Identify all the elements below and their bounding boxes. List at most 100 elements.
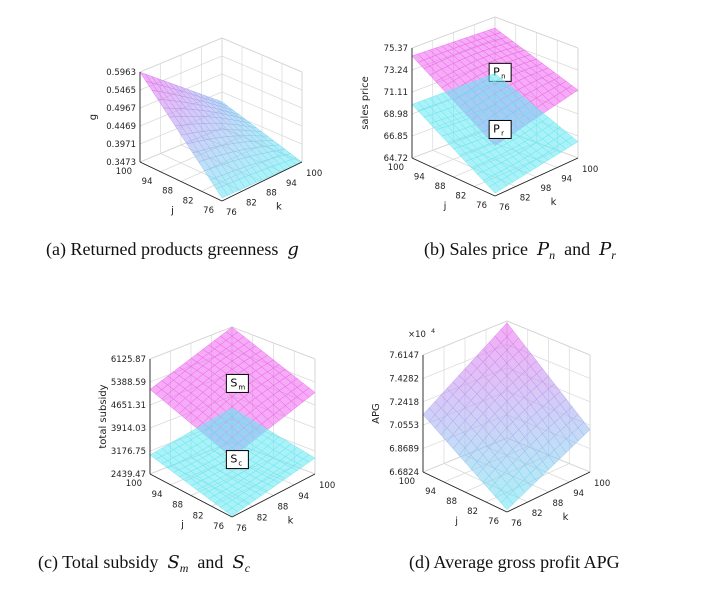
panel-a-zgrid bbox=[139, 37, 303, 73]
surface-a-g bbox=[139, 71, 303, 199]
panel-a-axes: 0.3473 0.3971 0.4469 0.4967 0.5465 0.5963 76 82… bbox=[88, 68, 322, 218]
surface-label-sub: n bbox=[501, 72, 505, 80]
panel-a-jtick: 100 bbox=[116, 167, 132, 177]
panel-d-exponent: ×10 bbox=[408, 330, 426, 340]
panel-a-axis-line bbox=[139, 161, 223, 202]
panel-b-axes: 64.72 66.85 68.98 71.11 73.24 75.37 76 82 88 94 10… bbox=[360, 44, 598, 213]
panel-b-ztick: 66.85 bbox=[384, 132, 408, 142]
caption-b-symbol-1: P bbox=[536, 239, 550, 260]
panel-b-ylabel: j bbox=[443, 201, 447, 212]
caption-c-symbol-2: S bbox=[232, 552, 245, 573]
panel-a-ktick: 88 bbox=[266, 189, 277, 199]
panel-d-jtick: 76 bbox=[488, 517, 499, 527]
surface-a-g-facet bbox=[215, 99, 228, 107]
panel-b-zlabel: sales price bbox=[360, 76, 371, 130]
panel-c-ztick: 4651.31 bbox=[111, 401, 146, 411]
surface-c-Sc bbox=[149, 407, 316, 517]
caption-d-prefix: (d) Average gross profit APG bbox=[409, 552, 620, 572]
caption-c: (c) Total subsidy Sm and Sc bbox=[38, 552, 250, 576]
surface-label-box bbox=[225, 450, 249, 470]
caption-b-symbol-2: P bbox=[599, 239, 612, 260]
panel-c-ztick: 5388.59 bbox=[111, 378, 146, 388]
panel-c-xlabel: k bbox=[288, 515, 294, 526]
surface-label-sub: m bbox=[238, 383, 245, 391]
panel-a-jtick: 76 bbox=[203, 206, 214, 216]
panel-d-ztick: 7.2418 bbox=[389, 398, 419, 408]
panel-d-ktick: 94 bbox=[573, 489, 584, 499]
panel-c-axes: 2439.47 3176.75 3914.03 4651.31 5388.59 6125.… bbox=[98, 355, 335, 534]
panel-d-jtick: 100 bbox=[399, 477, 415, 487]
panel-c-ylabel: j bbox=[180, 520, 184, 531]
panel-b-ztick: 71.11 bbox=[384, 88, 408, 98]
panel-d-exponent-power: 4 bbox=[431, 327, 435, 335]
panel-b-jtick: 82 bbox=[455, 192, 466, 202]
panel-b-ktick: 76 bbox=[499, 203, 510, 213]
panel-c-ztick: 6125.87 bbox=[111, 355, 146, 365]
surface-c-Sm-facet bbox=[225, 326, 239, 337]
panel-a-zlabel: g bbox=[88, 114, 99, 120]
panel-c-jtick: 100 bbox=[126, 479, 142, 489]
panel-d-axis-line bbox=[506, 471, 591, 513]
caption-b-sub-2: r bbox=[611, 248, 616, 262]
panel-b-jtick: 88 bbox=[435, 182, 446, 192]
panel-d-xlabel: k bbox=[563, 512, 569, 523]
panel-b-xlabel: k bbox=[551, 197, 557, 208]
panel-c-ztick: 2439.47 bbox=[111, 470, 146, 480]
panel-d-ztick: 6.6824 bbox=[389, 468, 419, 478]
panel-c-jtick: 94 bbox=[152, 490, 163, 500]
panel-a-ylabel: j bbox=[170, 205, 174, 216]
panel-d-ztick: 6.8689 bbox=[389, 445, 419, 455]
caption-b-joiner: and bbox=[564, 239, 591, 259]
panel-c-jtick: 82 bbox=[193, 511, 204, 521]
panel-a-ktick: 100 bbox=[306, 169, 322, 179]
panel-c-jtick: 88 bbox=[172, 501, 183, 511]
caption-c-prefix: (c) Total subsidy bbox=[38, 552, 159, 572]
panel-a-ztick: 0.5465 bbox=[106, 86, 136, 96]
panel-b-ktick: 100 bbox=[582, 165, 598, 175]
panel-b-ztick: 75.37 bbox=[384, 44, 408, 54]
panel-c-ztick: 3176.75 bbox=[111, 447, 146, 457]
panel-d-ktick: 76 bbox=[511, 519, 522, 529]
panel-d-ztick: 7.6147 bbox=[389, 351, 419, 361]
panel-c-axis-line bbox=[149, 473, 233, 518]
surface-c-Sc-facet bbox=[225, 407, 239, 416]
panel-c-jtick: 76 bbox=[213, 522, 224, 532]
caption-b-sub-1: n bbox=[549, 248, 556, 262]
panel-b-ztick: 73.24 bbox=[384, 66, 408, 76]
panel-d-jtick: 94 bbox=[425, 487, 436, 497]
panel-c-ktick: 76 bbox=[236, 524, 247, 534]
panel-a: 0.3473 0.3971 0.4469 0.4967 0.5465 0.5963 76 82… bbox=[88, 37, 322, 218]
panel-a-xlabel: k bbox=[276, 202, 282, 213]
panel-b-jtick: 94 bbox=[414, 173, 425, 183]
caption-a-prefix: (a) Returned products greenness bbox=[46, 239, 279, 259]
caption-d: (d) Average gross profit APG bbox=[409, 552, 620, 573]
panel-d-ktick: 82 bbox=[532, 509, 543, 519]
panel-a-ktick: 82 bbox=[246, 198, 257, 208]
panel-d-ylabel: j bbox=[454, 516, 458, 527]
panel-d-jtick: 82 bbox=[467, 507, 478, 517]
panel-d-axis-line bbox=[422, 471, 508, 513]
panel-d-axes: 6.6824 6.8689 7.0553 7.2418 7.4282 7.6147 76 82… bbox=[371, 327, 610, 529]
panel-a-axis-line bbox=[221, 161, 303, 202]
panel-d-jtick: 88 bbox=[446, 497, 457, 507]
panel-b-ktick: 94 bbox=[561, 175, 572, 185]
caption-a-symbol: g bbox=[287, 239, 299, 260]
panel-a-jtick: 94 bbox=[142, 177, 153, 187]
caption-c-joiner: and bbox=[197, 552, 224, 572]
surface-label-box bbox=[225, 373, 249, 393]
surface-label-text: S bbox=[230, 376, 237, 389]
surface-b-Pr-facet bbox=[488, 73, 502, 82]
surface-d-APG bbox=[422, 322, 591, 511]
panel-b-jtick: 76 bbox=[476, 201, 487, 211]
panel-a-ztick: 0.4967 bbox=[106, 104, 136, 114]
panel-b-ztick: 64.72 bbox=[384, 154, 408, 164]
panel-c-ktick: 94 bbox=[298, 492, 309, 502]
panel-d-ztick: 7.4282 bbox=[389, 374, 419, 384]
panel-d-zlabel: APG bbox=[371, 403, 382, 424]
surface-label-text: P bbox=[493, 65, 500, 78]
